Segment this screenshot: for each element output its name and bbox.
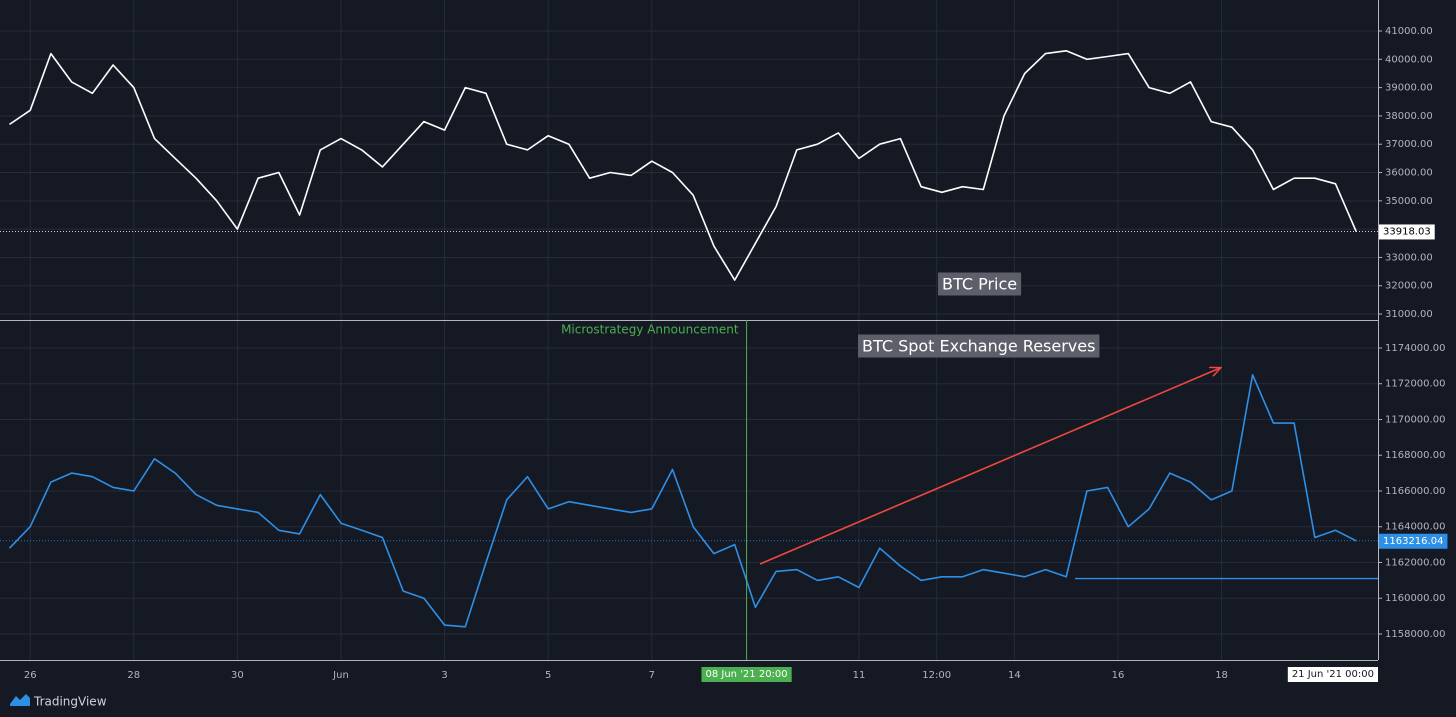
y-tick-label: 1172000.00 [1385,379,1445,390]
last-value-label-box [1379,224,1435,240]
y-tick-label: 32000.00 [1385,281,1433,292]
grid: 31000.0032000.0033000.0034000.0035000.00… [0,0,1445,681]
y-tick-label: 1168000.00 [1385,450,1445,461]
series-name-box [858,334,1100,358]
last-value-label: 33918.03 [1383,226,1431,237]
y-tick-label: 1166000.00 [1385,486,1445,497]
cursor-date-label: 21 Jun '21 00:00 [1292,669,1374,680]
y-tick-label: 1160000.00 [1385,593,1445,604]
y-tick-label: 39000.00 [1385,83,1433,94]
x-tick-label: 16 [1112,670,1125,681]
brand-logo [10,694,30,706]
last-value-label-box [1379,533,1448,549]
x-tick-label: 30 [231,670,244,681]
y-tick-label: 36000.00 [1385,168,1433,179]
x-tick-label: 28 [127,670,140,681]
y-tick-label: 1162000.00 [1385,557,1445,568]
x-tick-label: 18 [1215,670,1228,681]
y-tick-label: 37000.00 [1385,139,1433,150]
x-tick-label: 14 [1008,670,1021,681]
series-name-box [938,272,1022,296]
series-line [9,50,1357,281]
trend-arrow [759,368,1220,565]
marks: 33918.03 BTC Price 1163216.04 BTC Spot Exch… [0,50,1448,682]
series-name: BTC Price [942,275,1017,294]
logo-icon [10,694,30,706]
y-tick-label: 1158000.00 [1385,629,1445,640]
y-tick-label: 41000.00 [1385,26,1433,37]
last-value-label: 1163216.04 [1383,536,1443,547]
x-tick-label: 5 [545,670,551,681]
y-tick-label: 38000.00 [1385,111,1433,122]
y-tick-label: 35000.00 [1385,196,1433,207]
brand-name: TradingView [33,695,107,709]
x-tick-label: 3 [441,670,447,681]
y-tick-label: 40000.00 [1385,54,1433,65]
announcement-date-box [701,667,792,682]
y-tick-label: 31000.00 [1385,309,1433,320]
series-name: BTC Spot Exchange Reserves [862,337,1095,356]
x-tick-label: 26 [24,670,37,681]
x-tick-label: 11 [853,670,866,681]
cursor-date-label-box [1287,667,1378,682]
y-tick-label: 33000.00 [1385,252,1433,263]
announcement-label: Microstrategy Announcement [561,323,739,337]
series-line [8,374,1357,628]
y-tick-label: 1170000.00 [1385,414,1445,425]
x-tick-label: 7 [649,670,655,681]
announcement-date: 08 Jun '21 20:00 [705,669,787,680]
x-tick-label: 12:00 [922,670,951,681]
y-tick-label: 1164000.00 [1385,522,1445,533]
x-tick-label: Jun [332,670,349,681]
y-tick-label: 1174000.00 [1385,343,1445,354]
